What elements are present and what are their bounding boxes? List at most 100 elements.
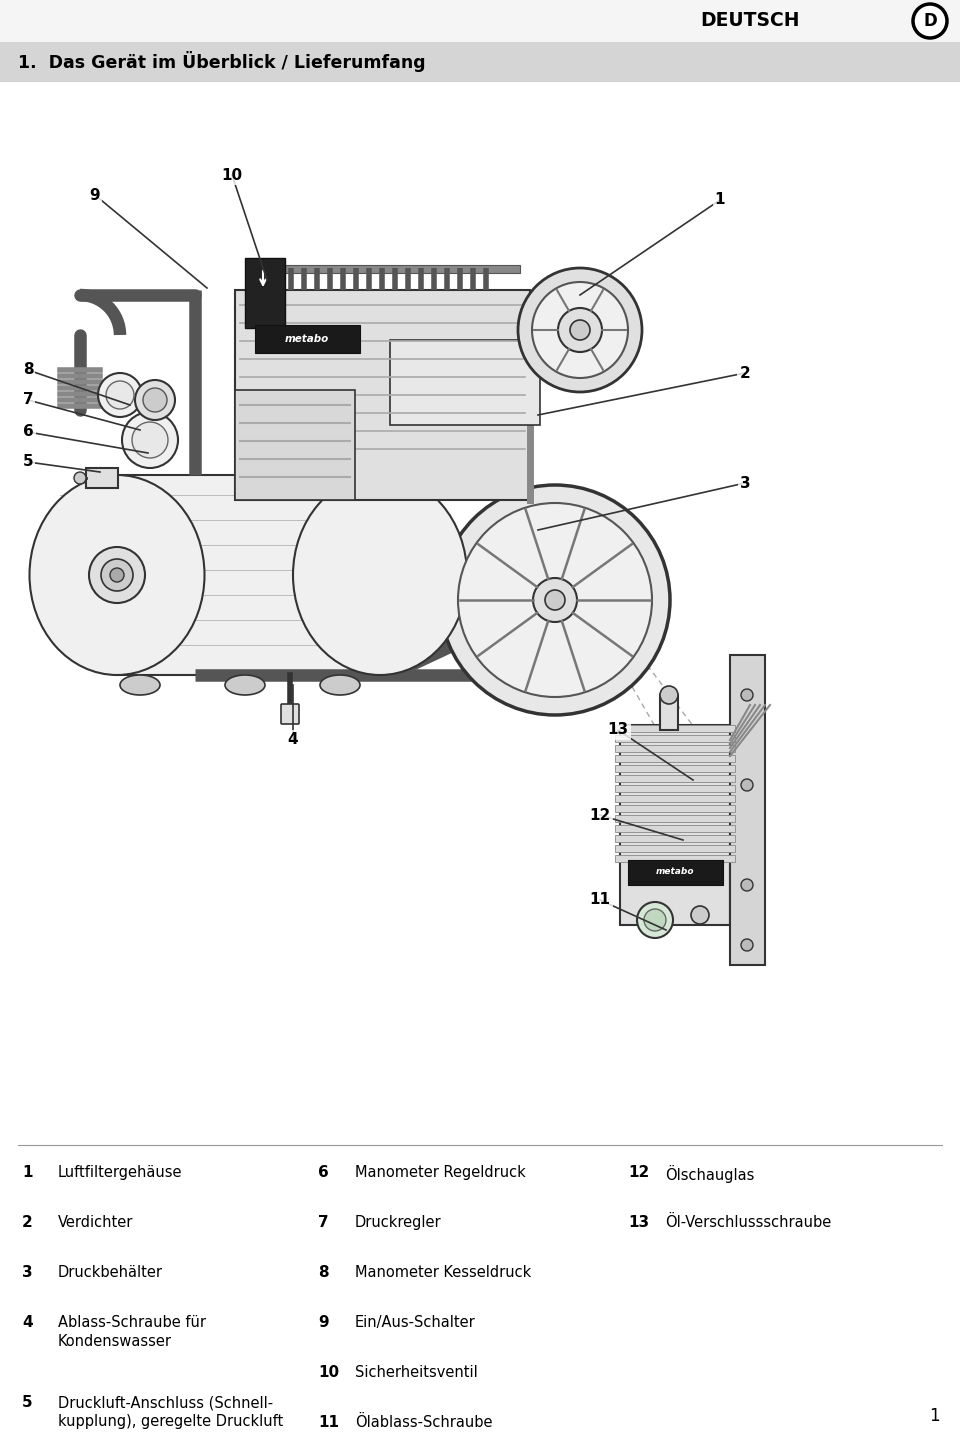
Text: metabo: metabo xyxy=(656,867,694,877)
Text: Druckregler: Druckregler xyxy=(355,1215,442,1230)
Ellipse shape xyxy=(293,475,467,675)
Text: 7: 7 xyxy=(318,1215,328,1230)
Circle shape xyxy=(532,282,628,379)
Text: 1: 1 xyxy=(715,192,725,208)
Bar xyxy=(615,775,735,782)
Bar xyxy=(615,835,735,842)
Bar xyxy=(235,390,355,500)
Text: 1.  Das Gerät im Überblick / Lieferumfang: 1. Das Gerät im Überblick / Lieferumfang xyxy=(18,52,425,72)
Circle shape xyxy=(98,373,142,418)
Text: Öl-Verschlussschraube: Öl-Verschlussschraube xyxy=(665,1215,831,1230)
Text: Sicherheitsventil: Sicherheitsventil xyxy=(355,1366,478,1380)
Bar xyxy=(235,290,530,500)
Text: 3: 3 xyxy=(740,475,751,490)
Bar xyxy=(615,795,735,802)
Circle shape xyxy=(101,559,133,591)
Bar xyxy=(86,468,118,488)
Text: Luftfiltergehäuse: Luftfiltergehäuse xyxy=(58,1165,182,1181)
Circle shape xyxy=(110,568,124,582)
Circle shape xyxy=(89,548,145,603)
Circle shape xyxy=(518,267,642,392)
Bar xyxy=(615,845,735,853)
Bar xyxy=(660,695,678,730)
Bar xyxy=(0,0,960,42)
Text: 9: 9 xyxy=(89,188,100,202)
Bar xyxy=(615,815,735,822)
Text: Verdichter: Verdichter xyxy=(58,1215,133,1230)
Text: metabo: metabo xyxy=(285,334,329,344)
Bar xyxy=(390,340,540,425)
Bar xyxy=(628,860,723,884)
Circle shape xyxy=(741,939,753,951)
Bar xyxy=(615,754,735,762)
Bar xyxy=(245,259,285,328)
Bar xyxy=(615,805,735,812)
Bar xyxy=(730,655,765,965)
Text: 11: 11 xyxy=(318,1415,339,1431)
Circle shape xyxy=(741,779,753,790)
Circle shape xyxy=(122,412,178,468)
Bar xyxy=(117,475,380,675)
Text: Druckluft-Anschluss (Schnell-
kupplung), geregelte Druckluft: Druckluft-Anschluss (Schnell- kupplung),… xyxy=(58,1394,283,1429)
Text: 12: 12 xyxy=(589,808,611,822)
Text: 11: 11 xyxy=(589,893,611,907)
Circle shape xyxy=(644,909,666,931)
Text: 4: 4 xyxy=(22,1315,33,1329)
Text: Manometer Regeldruck: Manometer Regeldruck xyxy=(355,1165,526,1181)
Circle shape xyxy=(558,308,602,353)
Circle shape xyxy=(74,473,86,484)
Bar xyxy=(615,855,735,863)
Text: 10: 10 xyxy=(222,168,243,182)
Text: 1: 1 xyxy=(929,1407,940,1425)
Ellipse shape xyxy=(320,675,360,695)
Text: 6: 6 xyxy=(318,1165,328,1181)
Circle shape xyxy=(132,422,168,458)
Text: 8: 8 xyxy=(23,363,34,377)
Text: 9: 9 xyxy=(318,1315,328,1329)
Circle shape xyxy=(458,503,652,696)
Circle shape xyxy=(637,902,673,938)
Ellipse shape xyxy=(30,475,204,675)
Bar xyxy=(0,42,960,82)
Circle shape xyxy=(741,879,753,892)
Circle shape xyxy=(143,389,167,412)
Bar xyxy=(615,825,735,832)
Text: Ölablass-Schraube: Ölablass-Schraube xyxy=(355,1415,492,1431)
Text: 13: 13 xyxy=(608,722,629,737)
Circle shape xyxy=(533,578,577,621)
Text: D: D xyxy=(924,12,937,30)
Bar xyxy=(260,264,520,273)
Text: 1: 1 xyxy=(22,1165,33,1181)
Text: 6: 6 xyxy=(23,425,34,439)
Bar xyxy=(255,325,360,353)
Text: 8: 8 xyxy=(318,1264,328,1280)
Circle shape xyxy=(440,486,670,715)
Bar xyxy=(615,725,735,733)
Text: 12: 12 xyxy=(628,1165,649,1181)
Bar xyxy=(620,725,730,925)
FancyBboxPatch shape xyxy=(281,704,299,724)
Circle shape xyxy=(913,4,947,38)
Ellipse shape xyxy=(120,675,160,695)
Bar xyxy=(615,736,735,741)
Text: 5: 5 xyxy=(22,1394,33,1410)
Text: 4: 4 xyxy=(288,733,299,747)
Text: 5: 5 xyxy=(23,455,34,470)
Circle shape xyxy=(570,319,590,340)
Circle shape xyxy=(660,686,678,704)
Bar xyxy=(615,785,735,792)
Text: 7: 7 xyxy=(23,393,34,407)
Text: Ölschauglas: Ölschauglas xyxy=(665,1165,755,1183)
Text: 10: 10 xyxy=(318,1366,339,1380)
Text: 13: 13 xyxy=(628,1215,649,1230)
Text: Manometer Kesseldruck: Manometer Kesseldruck xyxy=(355,1264,531,1280)
Bar xyxy=(615,764,735,772)
Bar xyxy=(615,746,735,751)
Circle shape xyxy=(106,381,134,409)
Text: 2: 2 xyxy=(739,366,751,380)
Text: Ablass-Schraube für
Kondenswasser: Ablass-Schraube für Kondenswasser xyxy=(58,1315,206,1350)
Text: 3: 3 xyxy=(22,1264,33,1280)
Text: Druckbehälter: Druckbehälter xyxy=(58,1264,163,1280)
Text: Ein/Aus-Schalter: Ein/Aus-Schalter xyxy=(355,1315,476,1329)
Circle shape xyxy=(741,689,753,701)
